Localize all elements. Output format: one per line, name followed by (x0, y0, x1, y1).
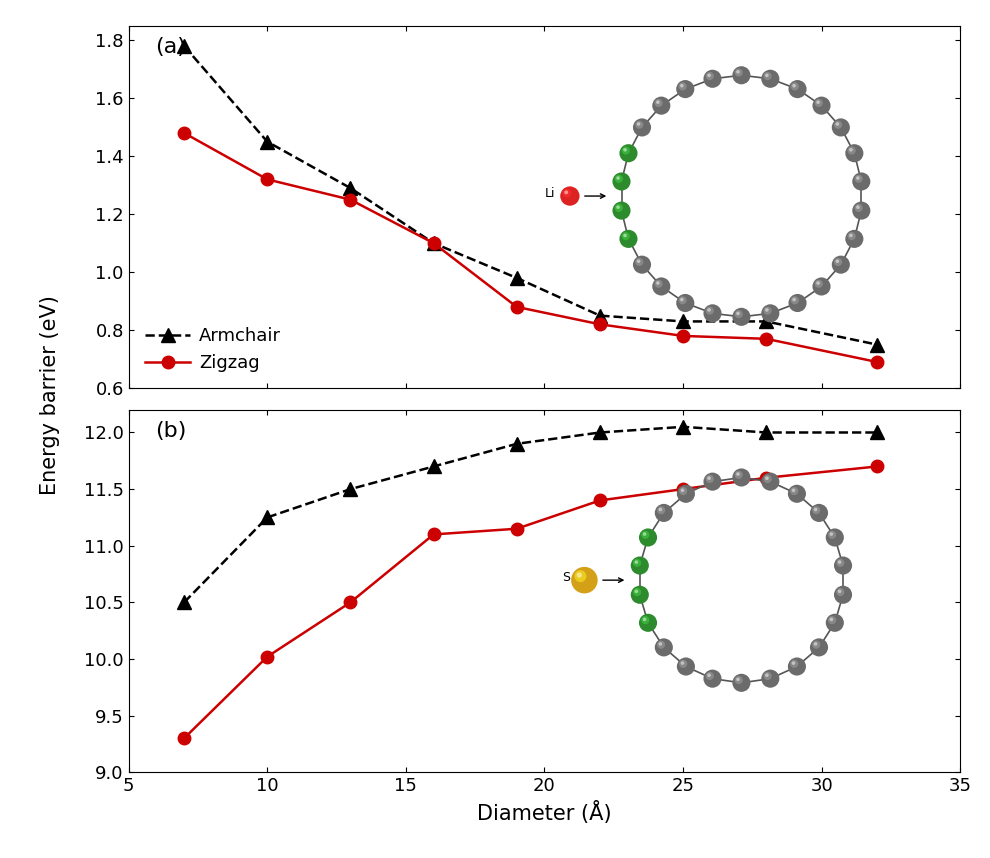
Legend: Armchair, Zigzag: Armchair, Zigzag (138, 319, 288, 379)
Text: (a): (a) (155, 37, 186, 57)
X-axis label: Diameter (Å): Diameter (Å) (477, 801, 612, 824)
Text: (b): (b) (155, 420, 187, 441)
Text: Energy barrier (eV): Energy barrier (eV) (40, 295, 59, 494)
